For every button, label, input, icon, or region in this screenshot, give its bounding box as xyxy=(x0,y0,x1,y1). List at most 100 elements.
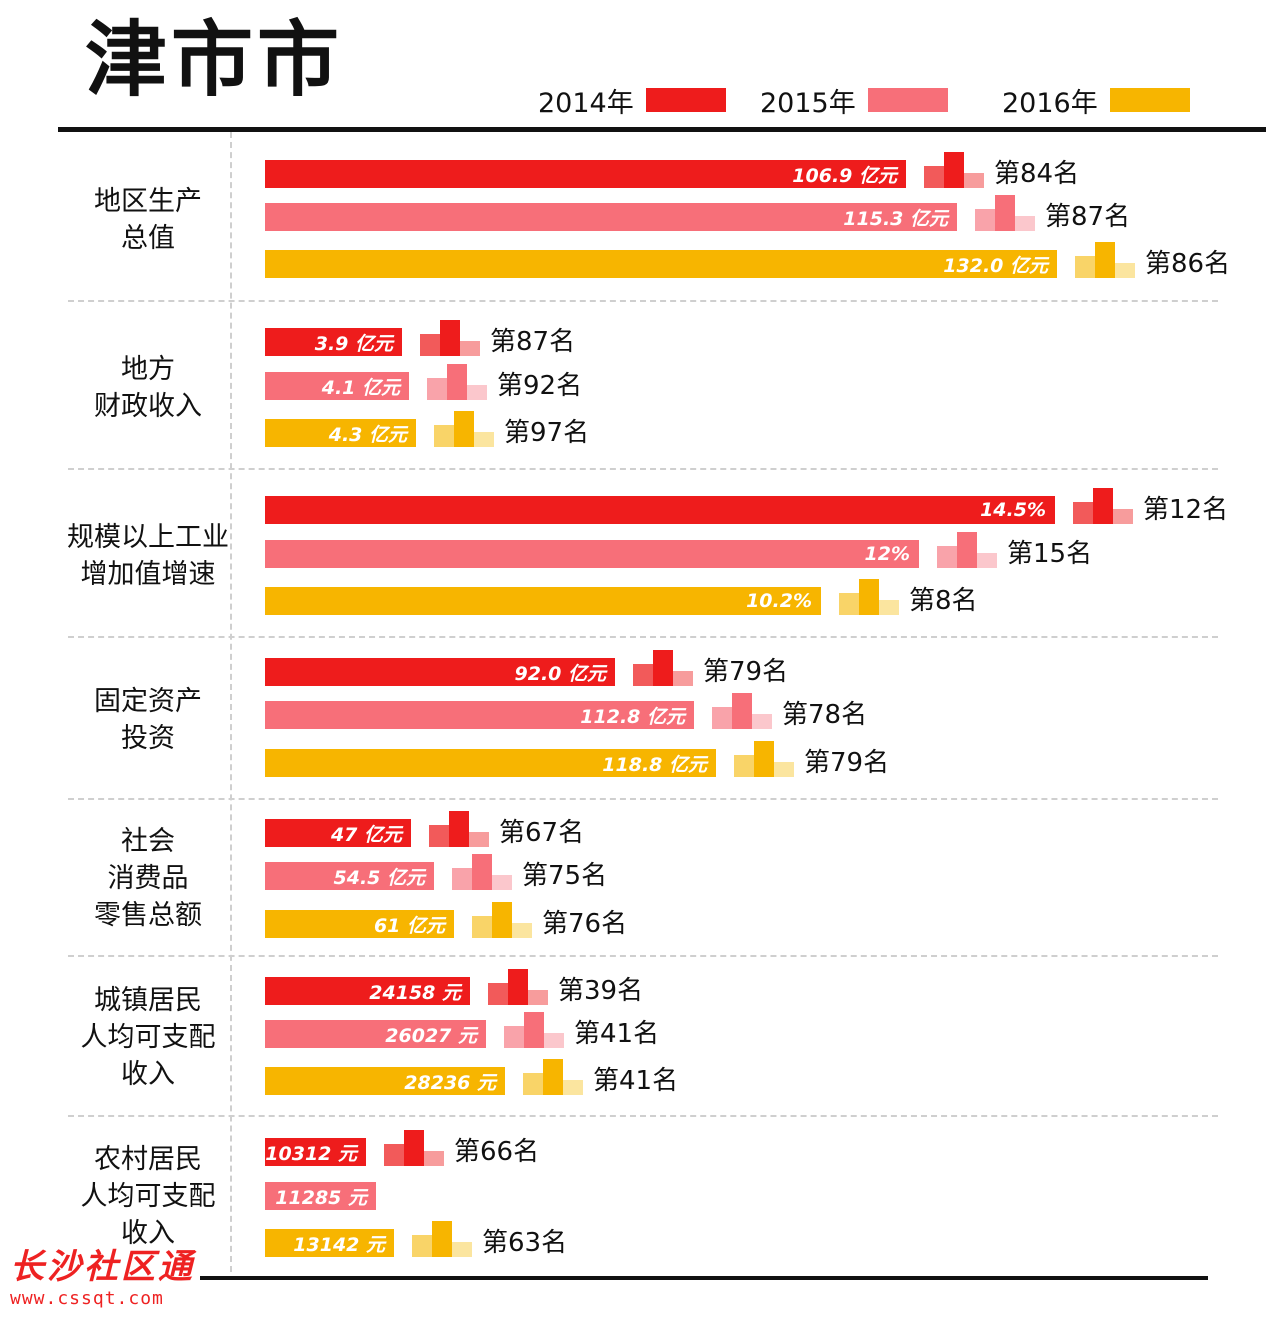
podium-block xyxy=(469,832,489,847)
rank-label: 第79名 xyxy=(804,748,890,778)
top-rule xyxy=(58,127,1266,132)
category-label-line: 社会 xyxy=(121,826,175,857)
bar-value-label: 92.0 亿元 xyxy=(514,662,607,685)
podium-block xyxy=(754,741,774,777)
rank-podium-icon xyxy=(633,650,695,686)
bottom-rule xyxy=(200,1276,1208,1280)
bar-2015: 115.3 亿元 xyxy=(265,203,957,231)
category-label-line: 固定资产 xyxy=(94,686,202,717)
category-label: 社会 消费品 零售总额 xyxy=(62,802,234,955)
podium-block xyxy=(964,173,984,188)
rank-label: 第78名 xyxy=(782,700,868,730)
podium-block xyxy=(488,983,508,1005)
rank-label: 第92名 xyxy=(497,371,583,401)
rank-podium-icon xyxy=(924,152,986,188)
podium-block xyxy=(563,1080,583,1095)
podium-block xyxy=(454,411,474,447)
podium-block xyxy=(452,1242,472,1257)
podium-block xyxy=(1015,216,1035,231)
legend: 2014年 2015年 2016年 xyxy=(530,82,1190,122)
podium-block xyxy=(839,593,859,615)
category-label-line: 人均可支配 xyxy=(80,1022,216,1053)
rank-podium-icon xyxy=(434,411,496,447)
rank-podium-icon xyxy=(452,854,514,890)
podium-block xyxy=(524,1012,544,1048)
rank-podium-icon xyxy=(937,532,999,568)
podium-block xyxy=(512,923,532,938)
podium-block xyxy=(944,152,964,188)
podium-block xyxy=(774,762,794,777)
category-label-line: 财政收入 xyxy=(94,391,202,422)
podium-block xyxy=(404,1130,424,1166)
podium-block xyxy=(712,707,732,729)
podium-block xyxy=(975,209,995,231)
rank-label: 第86名 xyxy=(1145,249,1231,279)
podium-block xyxy=(673,671,693,686)
rank-podium-icon xyxy=(1075,242,1137,278)
category-label-line: 人均可支配 xyxy=(80,1180,216,1212)
category-label: 农村居民 人均可支配 收入 xyxy=(62,1120,234,1272)
chart-title: 津市市 xyxy=(85,13,344,108)
bar-value-label: 115.3 亿元 xyxy=(843,207,948,230)
podium-block xyxy=(1113,509,1133,524)
rank-label: 第66名 xyxy=(454,1137,540,1167)
podium-block xyxy=(937,546,957,568)
bar-2015: 112.8 亿元 xyxy=(265,701,694,729)
podium-block xyxy=(528,990,548,1005)
category-label-line: 投资 xyxy=(121,723,175,754)
podium-block xyxy=(429,825,449,847)
rank-label: 第87名 xyxy=(1045,202,1131,232)
podium-block xyxy=(424,1151,444,1166)
row-separator xyxy=(68,1115,1218,1117)
category-label-line: 规模以上工业 xyxy=(67,522,229,553)
podium-block xyxy=(732,693,752,729)
bar-2016: 28236 元 xyxy=(265,1067,505,1095)
bar-2014: 47 亿元 xyxy=(265,819,411,847)
rank-label: 第8名 xyxy=(909,586,978,616)
rank-podium-icon xyxy=(734,741,796,777)
rank-podium-icon xyxy=(384,1130,446,1166)
legend-item-2016: 2016年 xyxy=(1002,82,1190,119)
bar-value-label: 54.5 亿元 xyxy=(333,866,426,889)
podium-block xyxy=(440,320,460,356)
legend-label-2015: 2015年 xyxy=(760,87,856,119)
bar-2015: 26027 元 xyxy=(265,1020,486,1048)
bar-value-label: 28236 元 xyxy=(404,1071,496,1094)
bar-2014: 10312 元 xyxy=(265,1138,366,1166)
bar-value-label: 12% xyxy=(864,543,910,565)
rank-label: 第63名 xyxy=(482,1228,568,1258)
podium-block xyxy=(504,1026,524,1048)
podium-block xyxy=(633,664,653,686)
rank-podium-icon xyxy=(429,811,491,847)
bar-value-label: 10312 元 xyxy=(265,1142,357,1165)
podium-block xyxy=(492,902,512,938)
category-label: 固定资产 投资 xyxy=(62,642,234,798)
rank-label: 第84名 xyxy=(994,159,1080,189)
bar-2014: 106.9 亿元 xyxy=(265,160,906,188)
row-separator xyxy=(68,300,1218,302)
bar-2015: 11285 元 xyxy=(265,1182,376,1210)
podium-block xyxy=(924,166,944,188)
category-label-line: 农村居民 xyxy=(94,1143,202,1175)
bar-value-label: 47 亿元 xyxy=(330,823,402,846)
rank-label: 第15名 xyxy=(1007,539,1093,569)
podium-block xyxy=(879,600,899,615)
watermark-url: www.cssqt.com xyxy=(10,1288,164,1309)
rank-label: 第39名 xyxy=(558,976,644,1006)
bar-value-label: 13142 元 xyxy=(293,1233,385,1256)
bar-2014: 24158 元 xyxy=(265,977,470,1005)
podium-block xyxy=(523,1073,543,1095)
bar-2015: 12% xyxy=(265,540,919,568)
row-separator xyxy=(68,636,1218,638)
podium-block xyxy=(653,650,673,686)
podium-block xyxy=(447,364,467,400)
podium-block xyxy=(977,553,997,568)
watermark-name: 长沙社区通 xyxy=(10,1247,195,1287)
bar-2014: 92.0 亿元 xyxy=(265,658,615,686)
rank-podium-icon xyxy=(412,1221,474,1257)
watermark: 长沙社区通 www.cssqt.com xyxy=(10,1250,225,1309)
podium-block xyxy=(467,385,487,400)
podium-block xyxy=(384,1144,404,1166)
rank-label: 第87名 xyxy=(490,327,576,357)
podium-block xyxy=(412,1235,432,1257)
